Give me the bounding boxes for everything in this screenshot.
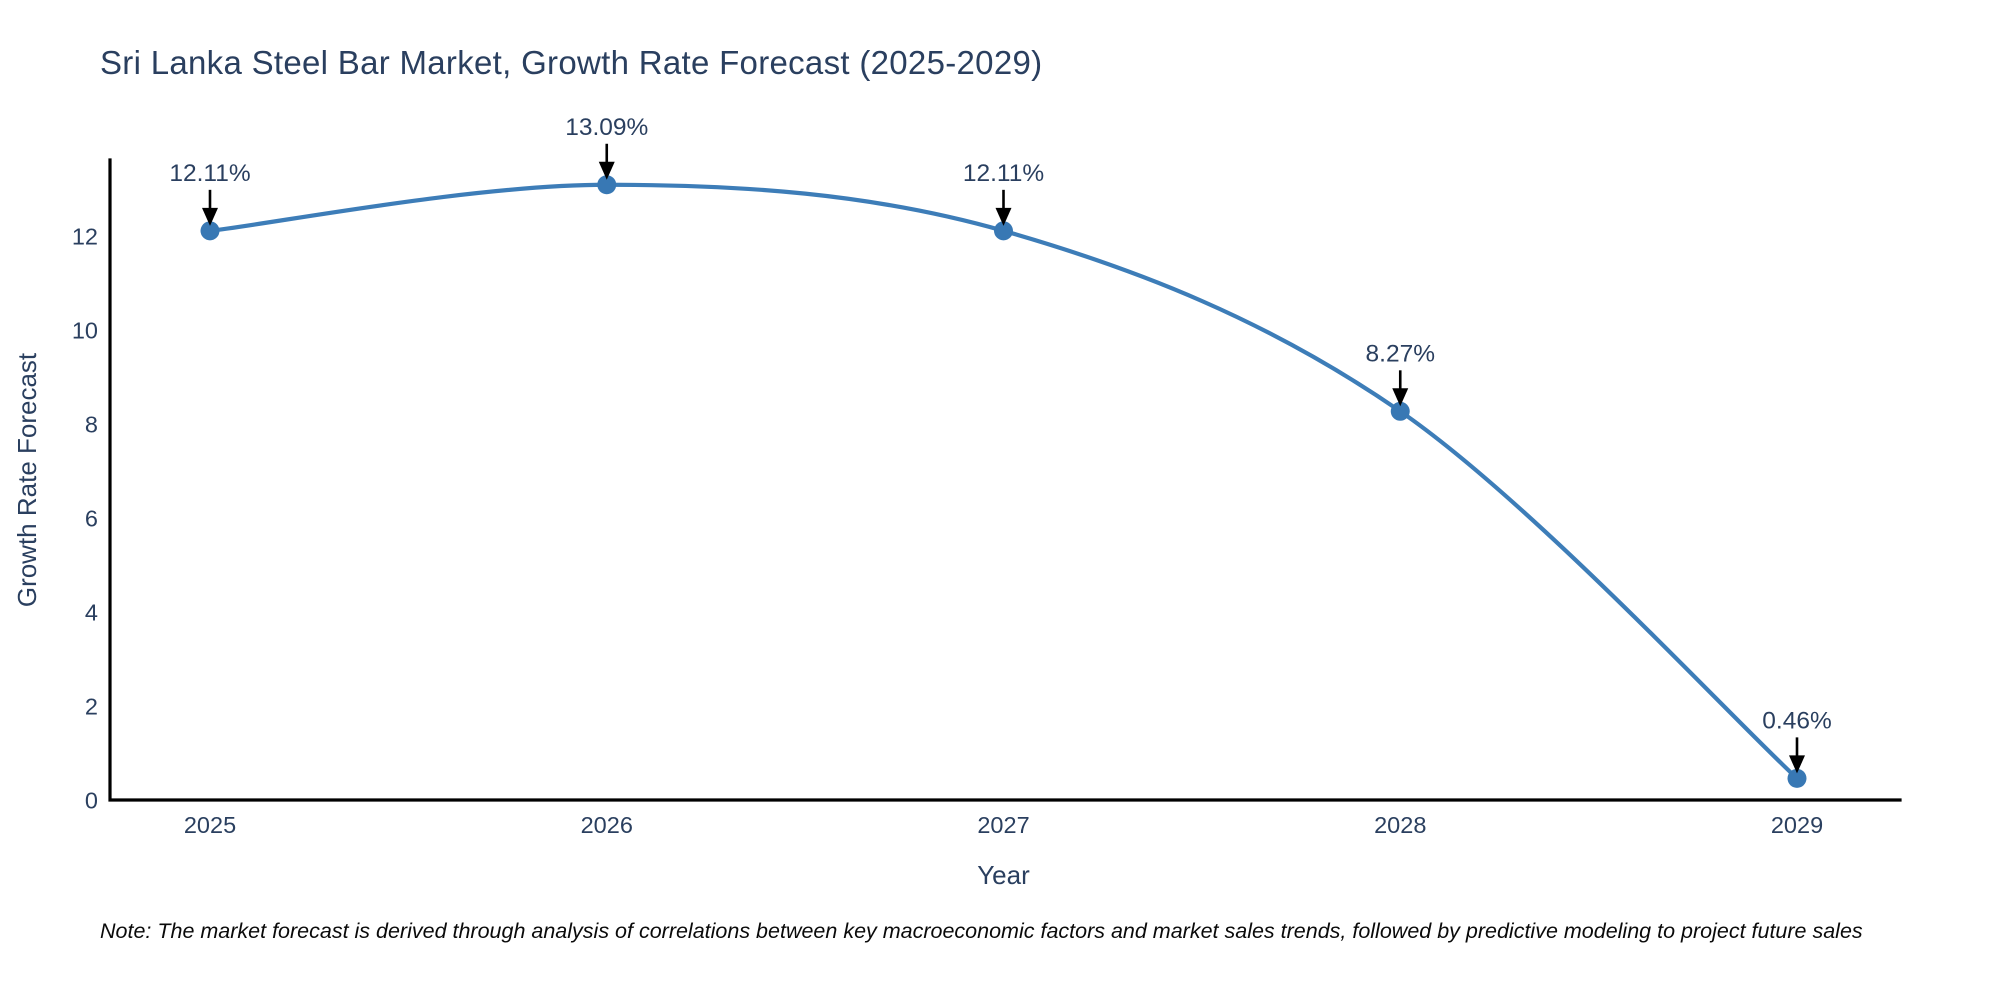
point-annotation-label: 0.46% <box>1762 707 1831 734</box>
point-annotation-label: 13.09% <box>565 114 648 141</box>
point-annotation-label: 12.11% <box>169 160 250 187</box>
x-tick-label: 2027 <box>977 812 1029 838</box>
y-tick-label: 6 <box>85 506 98 532</box>
trend-line <box>209 182 1799 780</box>
x-tick-label: 2026 <box>581 812 633 838</box>
annotation-arrowhead-icon <box>598 161 615 180</box>
y-tick-label: 4 <box>85 600 98 626</box>
y-tick-label: 0 <box>85 788 98 814</box>
y-tick-label: 2 <box>85 694 98 720</box>
annotation-arrowhead-icon <box>1392 388 1409 407</box>
data-point-marker <box>994 221 1013 241</box>
data-point-marker <box>597 175 617 195</box>
x-tick-label: 2025 <box>184 812 236 838</box>
point-annotation-label: 8.27% <box>1366 340 1435 367</box>
chart-title: Sri Lanka Steel Bar Market, Growth Rate … <box>100 44 1043 81</box>
data-point-marker <box>1787 768 1807 788</box>
x-axis-title: Year <box>977 860 1030 890</box>
data-point-marker <box>200 221 220 241</box>
y-axis-title: Growth Rate Forecast <box>12 352 42 607</box>
x-tick-label: 2029 <box>1771 812 1823 838</box>
footnote: Note: The market forecast is derived thr… <box>100 919 1863 943</box>
data-point-marker <box>1390 401 1410 421</box>
annotation-arrowhead-icon <box>995 207 1012 226</box>
y-tick-label: 12 <box>72 224 98 250</box>
axis-spines <box>108 158 1902 802</box>
y-tick-label: 8 <box>85 412 98 438</box>
y-tick-label: 10 <box>72 318 98 344</box>
annotation-arrowhead-icon <box>202 207 218 226</box>
point-annotation-label: 12.11% <box>963 160 1044 187</box>
annotation-arrowhead-icon <box>1789 755 1805 774</box>
x-tick-label: 2028 <box>1374 812 1426 838</box>
